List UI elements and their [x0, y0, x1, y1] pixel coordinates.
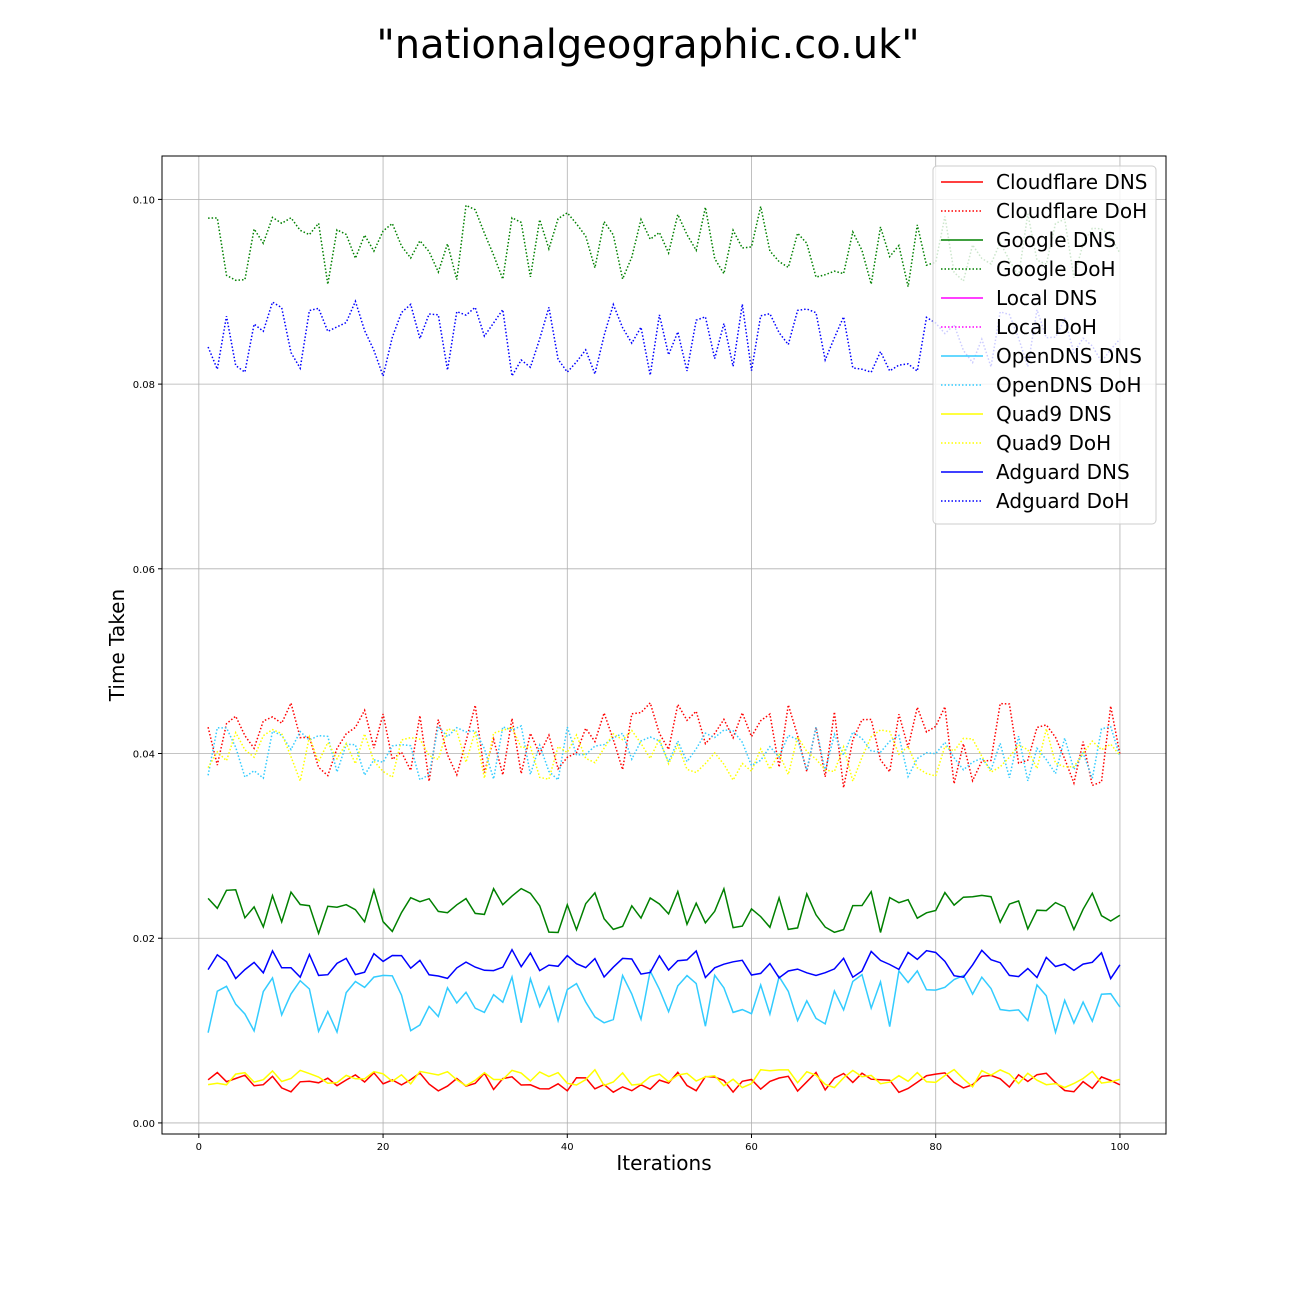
series-line-quad9-doh: [207, 726, 1121, 784]
x-axis-label: Iterations: [616, 1151, 711, 1175]
series-line-google-dns: [207, 886, 1121, 936]
y-tick-label: 0.08: [133, 380, 155, 391]
legend-label: Quad9 DoH: [996, 431, 1111, 455]
y-axis-label: Time Taken: [105, 589, 129, 702]
legend-label: Adguard DoH: [996, 489, 1129, 513]
legend-label: Local DNS: [996, 286, 1097, 310]
legend-label: Google DNS: [996, 228, 1116, 252]
y-tick-label: 0.00: [133, 1119, 155, 1130]
legend-label: Cloudflare DoH: [996, 199, 1147, 223]
x-tick-label: 60: [745, 1142, 758, 1153]
series-line-opendns-dns: [207, 968, 1121, 1036]
x-tick-label: 20: [377, 1142, 390, 1153]
legend-label: Quad9 DNS: [996, 402, 1112, 426]
x-tick-label: 80: [929, 1142, 942, 1153]
legend-label: Google DoH: [996, 257, 1116, 281]
ticks: 0 20 40 60 80 100 0.00 0.02 0.04 0.06 0.08 0.10: [133, 195, 1130, 1153]
y-tick-label: 0.06: [133, 565, 155, 576]
series-line-opendns-doh: [207, 724, 1121, 782]
y-tick-label: 0.02: [133, 934, 155, 945]
legend-label: Cloudflare DNS: [996, 170, 1147, 194]
y-tick-label: 0.04: [133, 750, 155, 761]
legend-label: Adguard DNS: [996, 460, 1130, 484]
legend-label: OpenDNS DNS: [996, 344, 1142, 368]
chart-title: "nationalgeographic.co.uk": [376, 22, 919, 68]
legend: Cloudflare DNS Cloudflare DoH Google DNS Go…: [932, 165, 1157, 525]
series-line-cloudflare-doh: [207, 700, 1121, 788]
legend-label: OpenDNS DoH: [996, 373, 1142, 397]
x-tick-label: 100: [1110, 1142, 1129, 1153]
x-tick-label: 40: [561, 1142, 574, 1153]
series-line-quad9-dns: [207, 1068, 1121, 1089]
y-tick-label: 0.10: [133, 195, 155, 206]
plot-frame: [161, 155, 1167, 1135]
legend-label: Local DoH: [996, 315, 1097, 339]
x-tick-label: 0: [196, 1142, 202, 1153]
legend-box: [932, 165, 1157, 525]
series-line-adguard-dns: [207, 948, 1121, 981]
